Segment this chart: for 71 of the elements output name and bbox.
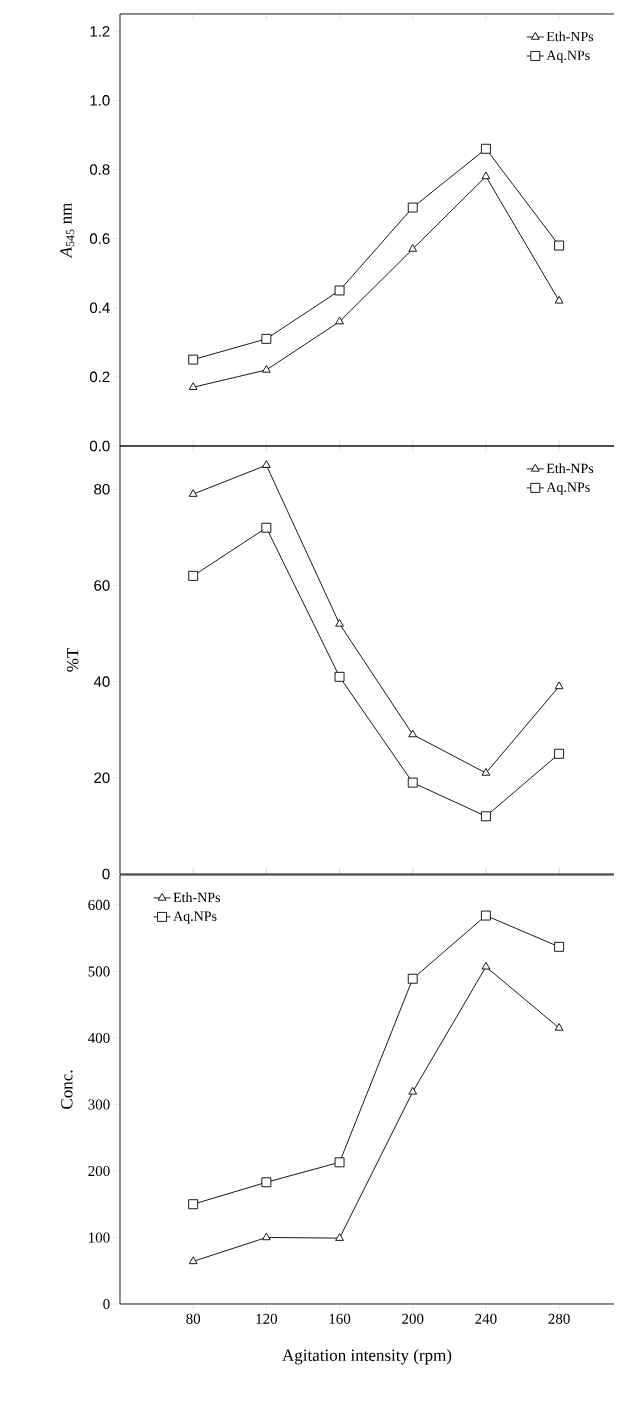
x-tick-label: 280 [548,1313,570,1324]
x-tick-label: 120 [256,1313,278,1324]
point [554,240,565,251]
point [480,143,491,154]
y-tick-label: 60 [94,580,110,591]
point [335,316,344,325]
point [554,1023,564,1031]
y-tick-label: 0.6 [89,233,110,244]
point [188,1199,199,1210]
legend-label: Eth-NPs [546,31,594,42]
point [481,768,491,776]
point [407,777,418,788]
point [554,295,564,304]
point [262,1232,271,1241]
y-axis-title: %T [66,648,79,672]
point [188,354,199,365]
legend-label: Aq.NPs [546,50,590,63]
point [188,1256,198,1265]
point [407,973,418,984]
point [334,285,345,296]
point [335,1233,344,1241]
y-tick-label: 0.8 [89,164,110,175]
point [335,618,344,627]
point [554,748,565,759]
y-axis-title: A$_{545}$ nm [60,202,75,259]
y-tick-label: 300 [88,1099,110,1110]
y-tick-label: 20 [94,772,110,784]
x-tick-label: 200 [402,1313,424,1324]
y-tick-label: 200 [88,1165,110,1177]
legend-label: Eth-NPs [173,892,220,903]
y-tick-label: 1.2 [90,26,110,37]
legend-label: Eth-NPs [546,463,594,474]
point [408,244,418,252]
y-tick-label: 0.0 [89,440,110,452]
point [262,365,271,373]
legend-label: Aq.NPs [173,911,217,924]
x-tick-label: 160 [329,1313,351,1324]
point [188,382,198,390]
point [408,1086,418,1095]
y-tick-label: 500 [88,966,110,977]
point [334,671,345,682]
y-tick-label: 80 [94,483,110,495]
y-tick-label: 0 [103,1298,110,1310]
point [188,489,198,497]
y-tick-label: 600 [88,899,110,910]
point [262,460,271,468]
point [481,171,491,180]
y-axis-title: Conc. [61,1070,73,1109]
x-tick-label: 240 [475,1313,497,1324]
point [554,941,565,952]
x-axis-title: Agitation intensity (rpm) [282,1349,452,1365]
y-tick-label: 0 [102,868,110,880]
y-tick-label: 1.0 [90,95,110,106]
point [188,570,199,581]
point [480,910,491,921]
x-tick-label: 80 [186,1313,201,1324]
point [554,681,564,690]
y-tick-label: 0.2 [89,371,110,383]
y-tick-label: 40 [93,676,110,687]
y-tick-label: 0.4 [89,302,110,314]
point [261,333,272,344]
legend-label: Aq.NPs [546,482,590,495]
point [261,522,272,533]
y-tick-label: 100 [89,1232,110,1243]
point [481,961,491,970]
y-tick-label: 400 [88,1032,110,1043]
point [408,729,418,738]
point [261,1177,272,1188]
point [334,1157,345,1168]
point [480,811,491,822]
point [407,202,418,213]
